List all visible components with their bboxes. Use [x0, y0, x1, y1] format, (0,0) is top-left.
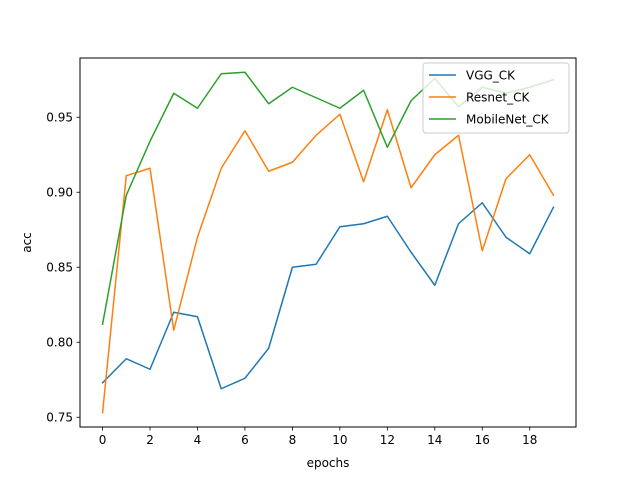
y-axis-title: acc	[20, 232, 34, 253]
x-tick-label: 10	[332, 433, 347, 447]
x-axis: 0 2 4 6 8 10 12 14 16 18	[99, 427, 537, 447]
series-line-resnet-ck	[101, 109, 555, 414]
x-tick-label: 4	[194, 433, 202, 447]
y-tick-label: 0.90	[46, 185, 73, 199]
legend-label: Resnet_CK	[466, 91, 531, 105]
y-tick-label: 0.85	[46, 260, 73, 274]
legend-label: MobileNet_CK	[466, 113, 550, 127]
x-tick-label: 2	[146, 433, 154, 447]
y-tick-label: 0.80	[46, 335, 73, 349]
plot-frame	[79, 57, 577, 428]
x-tick-label: 18	[522, 433, 537, 447]
y-tick-label: 0.75	[46, 410, 73, 424]
legend-box	[422, 62, 570, 134]
x-tick-label: 6	[241, 433, 249, 447]
x-tick-label: 12	[380, 433, 395, 447]
y-axis: 0.75 0.80 0.85 0.90 0.95	[46, 110, 80, 424]
x-tick-label: 0	[99, 433, 107, 447]
x-tick-label: 16	[475, 433, 490, 447]
legend-label: VGG_CK	[466, 69, 516, 83]
x-tick-label: 14	[427, 433, 442, 447]
legend: VGG_CK Resnet_CK MobileNet_CK	[422, 62, 570, 134]
x-axis-title: epochs	[307, 456, 350, 470]
x-tick-label: 8	[289, 433, 297, 447]
y-tick-label: 0.95	[46, 110, 73, 124]
